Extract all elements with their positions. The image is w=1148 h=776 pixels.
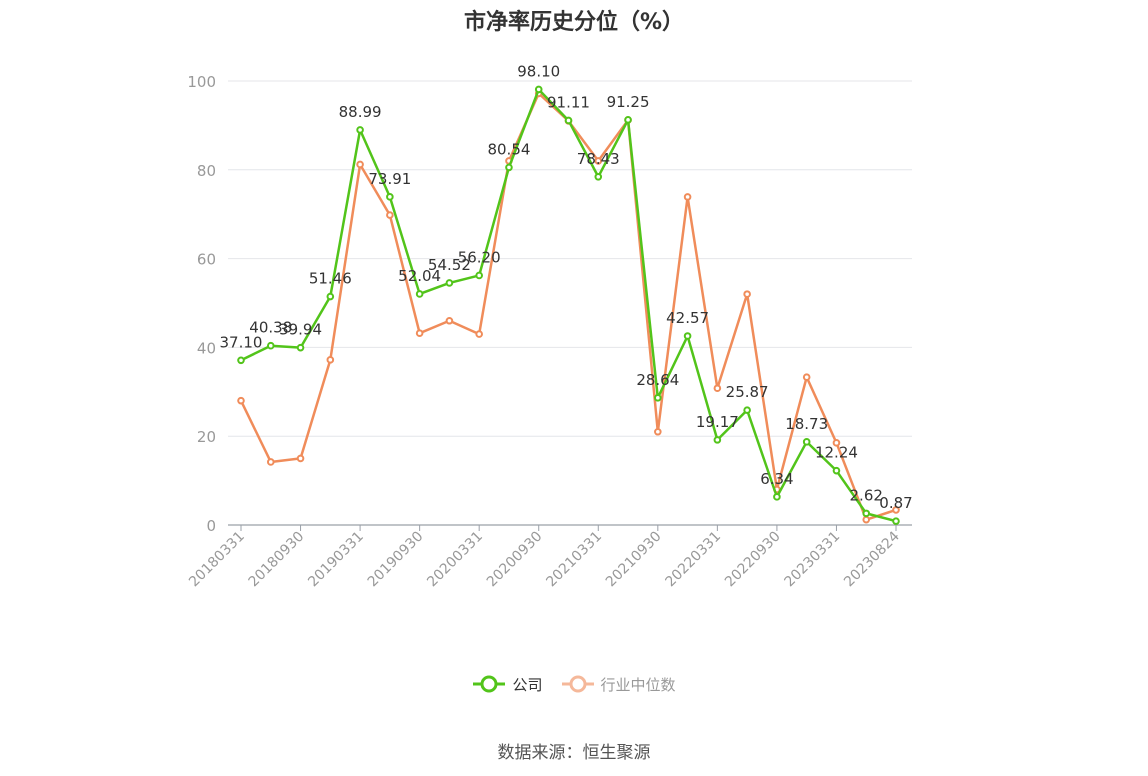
data-label: 80.54 <box>487 140 530 158</box>
company-point <box>564 116 573 125</box>
company-point <box>534 85 543 94</box>
company-point <box>862 509 871 518</box>
y-tick-label: 40 <box>197 339 216 357</box>
industry-median-point <box>356 160 364 169</box>
company-point <box>266 341 275 350</box>
industry-median-point <box>743 290 751 298</box>
company-point <box>892 517 900 525</box>
data-source-note: 数据来源：恒生聚源 <box>497 743 651 763</box>
chart-title: 市净率历史分位（%） <box>463 10 685 35</box>
company-point <box>326 292 335 301</box>
data-label: 91.25 <box>607 93 650 111</box>
legend-item-industry-median[interactable]: 行业中位数 <box>561 672 676 696</box>
industry-median-point <box>445 316 454 325</box>
company-point <box>743 406 751 414</box>
data-label: 18.73 <box>785 415 828 433</box>
company-point <box>773 493 781 501</box>
data-label: 39.94 <box>279 321 322 339</box>
x-tick-label: 20200930 <box>484 529 546 591</box>
data-label: 12.24 <box>815 444 858 462</box>
data-label: 25.87 <box>726 383 769 401</box>
data-label: 28.64 <box>636 371 679 389</box>
data-label: 6.34 <box>760 470 793 488</box>
company-point <box>386 193 394 201</box>
data-label: 0.87 <box>879 494 912 512</box>
industry-median-point <box>415 329 424 337</box>
y-tick-label: 60 <box>197 251 216 269</box>
data-label: 52.04 <box>398 267 441 285</box>
company-point <box>802 438 811 446</box>
chart-plot: 0 20 40 60 80 100 2018033120180930201903312019… <box>186 62 913 591</box>
x-tick-label: 20220331 <box>662 529 724 591</box>
company-point <box>654 394 662 402</box>
company-point <box>505 163 513 172</box>
data-label: 42.57 <box>666 309 709 327</box>
industry-median-point <box>386 211 394 219</box>
y-tick-label: 0 <box>206 517 216 535</box>
legend-label: 公司 <box>512 675 543 694</box>
x-tick-label: 20210331 <box>543 529 605 591</box>
company-point <box>594 172 603 181</box>
company-point <box>237 356 245 365</box>
data-label: 37.10 <box>220 333 263 351</box>
x-tick-label: 20190331 <box>305 529 367 591</box>
industry-median-point <box>892 506 900 514</box>
x-tick-label: 20230824 <box>841 528 903 590</box>
industry-median-point <box>237 396 245 405</box>
x-tick-label: 20180331 <box>186 529 248 591</box>
x-tick-label: 20190930 <box>365 529 427 591</box>
company-point <box>832 466 841 475</box>
industry-median-point <box>862 515 871 524</box>
legend-label: 行业中位数 <box>600 675 676 694</box>
industry-median-point <box>475 330 483 338</box>
industry-median-point <box>832 439 841 447</box>
company-point <box>415 290 424 298</box>
industry-median-point <box>326 356 335 364</box>
y-tick-label: 80 <box>197 162 216 180</box>
legend-line-circle-icon <box>561 675 594 693</box>
industry-median-point <box>266 458 275 466</box>
company-point <box>475 271 483 280</box>
industry-median-point <box>594 157 603 165</box>
data-label: 51.46 <box>309 270 352 288</box>
company-point <box>296 343 305 352</box>
y-tick-label: 20 <box>197 428 216 446</box>
data-label: 73.91 <box>368 170 411 188</box>
industry-median-point <box>296 454 305 463</box>
data-label: 19.17 <box>696 413 739 431</box>
legend-line-circle-icon <box>473 675 506 693</box>
data-label: 2.62 <box>850 486 883 504</box>
data-label: 98.10 <box>517 62 560 80</box>
y-tick-label: 100 <box>187 73 216 91</box>
chart-legend: 公司 行业中位数 <box>0 672 1148 700</box>
company-point <box>356 126 364 134</box>
x-tick-label: 20230331 <box>782 529 844 591</box>
data-label: 91.11 <box>547 93 590 111</box>
company-point <box>624 116 632 124</box>
industry-median-point <box>654 427 662 436</box>
industry-median-point <box>802 373 811 381</box>
industry-median-point <box>683 193 692 201</box>
company-point <box>683 332 692 340</box>
x-tick-label: 20180930 <box>246 529 308 591</box>
data-label: 56.20 <box>458 248 501 266</box>
data-label: 78.43 <box>577 150 620 168</box>
data-label: 88.99 <box>339 103 382 121</box>
data-label: 54.52 <box>428 256 471 274</box>
x-tick-label: 20220930 <box>722 529 784 591</box>
company-point <box>445 279 454 287</box>
company-point <box>713 436 722 444</box>
industry-median-point <box>713 384 722 393</box>
x-tick-label: 20210930 <box>603 529 665 591</box>
legend-item-company[interactable]: 公司 <box>472 672 543 696</box>
data-label: 40.38 <box>249 319 292 337</box>
x-tick-label: 20200331 <box>424 529 486 591</box>
